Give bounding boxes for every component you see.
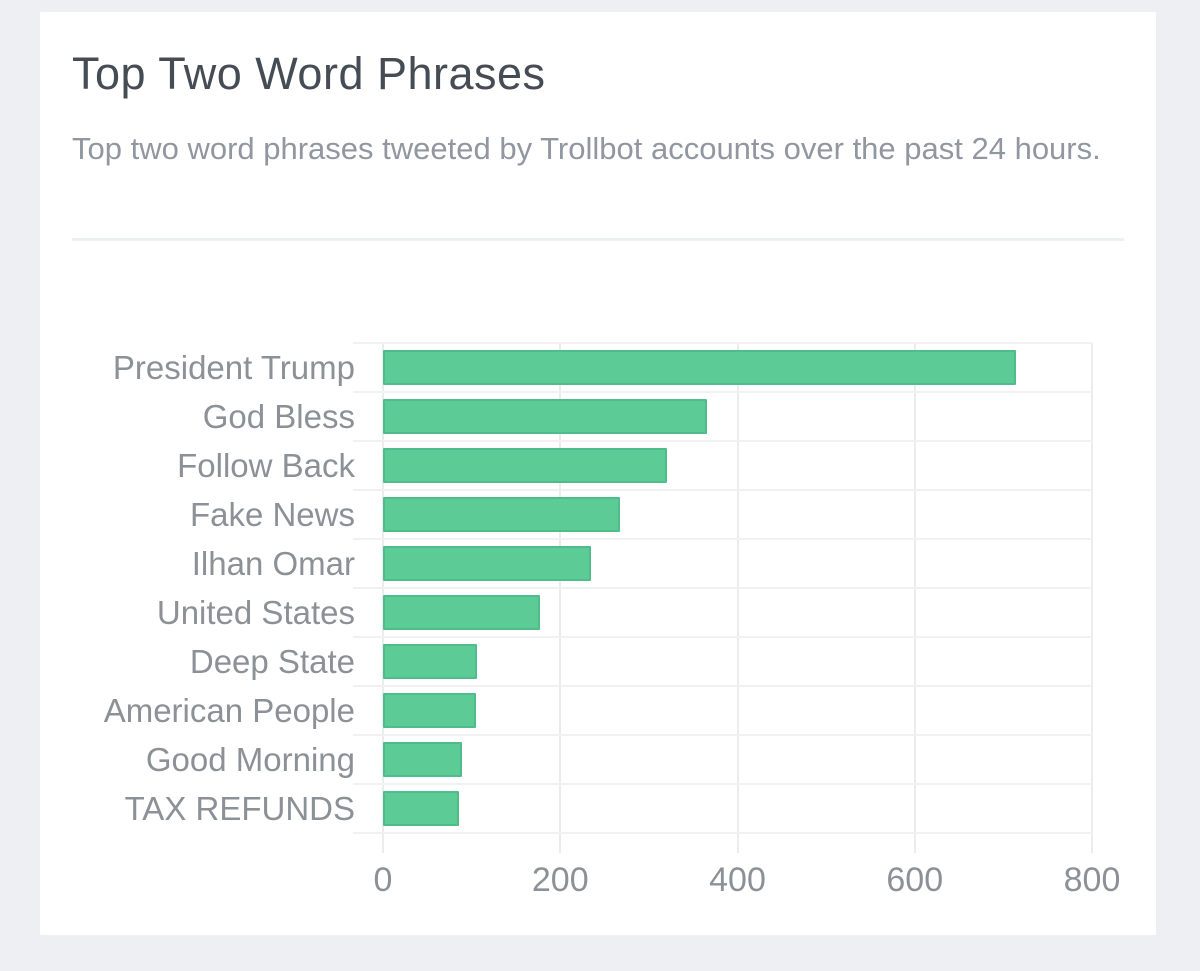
y-axis-label: Fake News: [189, 495, 355, 533]
x-tick-label: 0: [373, 861, 393, 899]
y-gridline: [353, 489, 1092, 491]
y-gridline: [353, 685, 1092, 687]
y-gridline: [353, 734, 1092, 736]
y-axis-label: American People: [103, 691, 355, 729]
x-tick-label: 400: [709, 861, 766, 899]
divider: [72, 238, 1124, 241]
bar-fake-news[interactable]: [383, 497, 620, 532]
bar-god-bless[interactable]: [383, 399, 708, 434]
y-gridline: [353, 783, 1092, 785]
bar-follow-back[interactable]: [383, 448, 667, 483]
y-gridline: [353, 538, 1092, 540]
y-axis-label: Deep State: [189, 642, 355, 680]
chart-card: Top Two Word Phrases Top two word phrase…: [40, 12, 1156, 935]
y-gridline: [353, 440, 1092, 442]
x-tick-label: 600: [886, 861, 944, 899]
y-axis-label: Good Morning: [145, 740, 355, 778]
y-gridline: [353, 832, 1092, 834]
y-axis-label: God Bless: [202, 397, 355, 435]
x-gridline: [913, 343, 916, 853]
y-gridline: [353, 587, 1092, 589]
y-axis-label: President Trump: [112, 348, 355, 386]
x-tick-label: 800: [1063, 861, 1121, 899]
bar-ilhan-omar[interactable]: [383, 546, 592, 581]
bar-united-states[interactable]: [383, 595, 540, 630]
bar-president-trump[interactable]: [383, 350, 1016, 385]
y-axis-label: Ilhan Omar: [191, 544, 355, 582]
x-gridline: [559, 343, 562, 853]
y-gridline: [353, 391, 1092, 393]
bar-american-people[interactable]: [383, 693, 477, 728]
x-gridline: [736, 343, 739, 853]
y-axis-label: United States: [156, 593, 355, 631]
y-gridline: [353, 342, 1092, 344]
card-subtitle: Top two word phrases tweeted by Trollbot…: [72, 131, 1101, 166]
y-gridline: [353, 636, 1092, 638]
card-title: Top Two Word Phrases: [72, 48, 546, 99]
bar-tax-refunds[interactable]: [383, 791, 460, 826]
y-axis-label: TAX REFUNDS: [124, 789, 355, 827]
plot-area[interactable]: President Trump God Bless Follow Back Fake …: [104, 342, 1120, 899]
y-axis-label: Follow Back: [177, 446, 355, 484]
x-tick-label: 200: [531, 861, 589, 899]
bar-deep-state[interactable]: [383, 644, 477, 679]
y-axis-labels: President Trump God Bless Follow Back Fake …: [72, 343, 355, 833]
bar-good-morning[interactable]: [383, 742, 462, 777]
x-gridline: [1091, 343, 1093, 853]
